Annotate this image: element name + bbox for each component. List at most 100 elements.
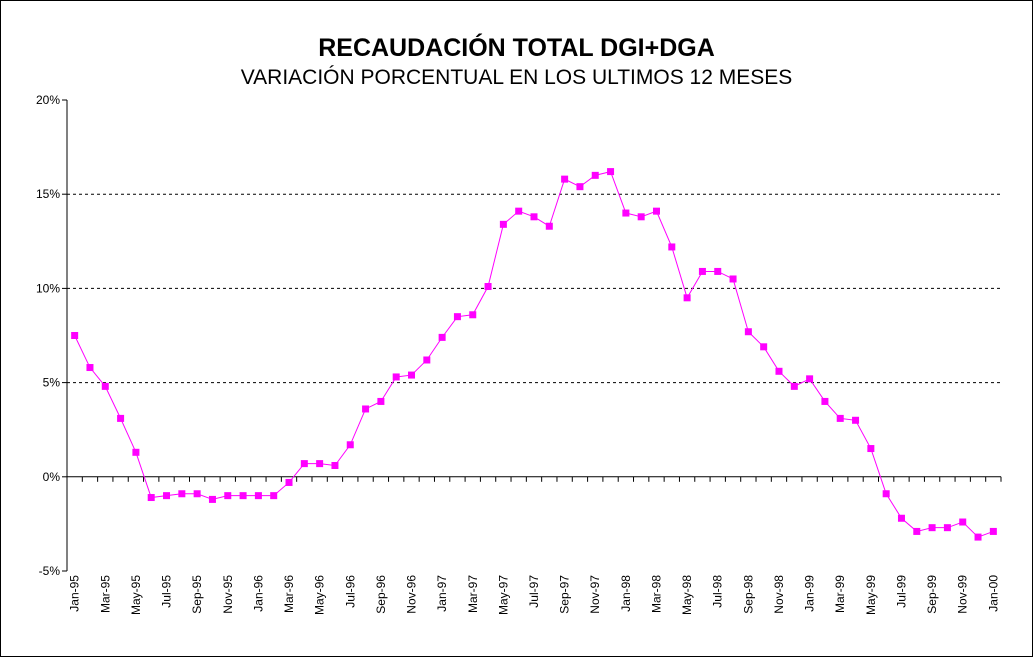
x-tick-label: Nov-99 xyxy=(956,575,970,614)
series-line-path xyxy=(74,170,994,538)
x-axis-tick-labels: Jan-95 Mar-95 May-95 Jul-95 Sep-95 Nov-95 Jan-… xyxy=(68,575,1001,615)
series-line xyxy=(74,170,994,538)
axes xyxy=(62,99,1002,572)
x-tick-label: Jan-98 xyxy=(619,575,633,612)
x-tick-label: Mar-98 xyxy=(649,575,663,613)
data-point xyxy=(897,514,905,522)
data-point xyxy=(499,220,507,228)
x-tick-label: May-98 xyxy=(680,575,694,615)
x-tick-label: Jan-95 xyxy=(68,575,82,612)
data-point xyxy=(377,397,385,405)
data-point xyxy=(852,416,860,424)
x-tick-label: Jul-98 xyxy=(711,575,725,608)
data-point xyxy=(285,478,293,486)
y-tick-label: 0% xyxy=(43,470,61,484)
data-point xyxy=(224,492,232,500)
data-point xyxy=(668,243,676,251)
chart-subtitle: VARIACIÓN PORCENTUAL EN LOS ULTIMOS 12 M… xyxy=(240,66,793,89)
x-tick-label: Jan-99 xyxy=(803,575,817,612)
y-tick-label: 10% xyxy=(36,281,60,295)
data-point xyxy=(867,445,875,453)
x-tick-label: Nov-98 xyxy=(772,575,786,614)
data-point xyxy=(683,294,691,302)
data-point xyxy=(545,222,553,230)
data-point xyxy=(943,524,951,532)
x-tick-label: Jul-96 xyxy=(343,575,357,608)
x-tick-label: Jul-99 xyxy=(894,575,908,608)
data-point xyxy=(698,267,706,275)
data-point xyxy=(637,213,645,221)
data-point xyxy=(178,490,186,498)
y-axis-tick-labels: -5% 0% 5% 10% 15% 20% xyxy=(36,93,60,578)
data-point xyxy=(515,207,523,215)
x-tick-label: Mar-99 xyxy=(833,575,847,613)
x-tick-label: May-97 xyxy=(496,575,510,615)
data-point xyxy=(959,518,967,526)
x-tick-label: Jan-96 xyxy=(251,575,265,612)
data-point xyxy=(714,267,722,275)
data-point xyxy=(744,328,752,336)
data-point xyxy=(928,524,936,532)
x-tick-label: Sep-96 xyxy=(374,575,388,614)
y-tick-label: 5% xyxy=(43,376,61,390)
data-point xyxy=(775,367,783,375)
data-point xyxy=(453,313,461,321)
data-point xyxy=(576,183,584,191)
x-tick-label: Jul-97 xyxy=(527,575,541,608)
series-markers xyxy=(71,168,997,541)
x-tick-label: Mar-96 xyxy=(282,575,296,613)
data-point xyxy=(300,460,308,468)
data-point xyxy=(254,492,262,500)
data-point xyxy=(530,213,538,221)
data-point xyxy=(622,209,630,217)
data-point xyxy=(821,397,829,405)
data-point xyxy=(71,332,79,339)
x-tick-label: Mar-97 xyxy=(466,575,480,613)
x-tick-label: Sep-97 xyxy=(558,575,572,614)
gridlines xyxy=(67,193,1001,384)
data-point xyxy=(193,490,201,498)
data-point xyxy=(316,460,324,468)
x-tick-label: Jul-95 xyxy=(160,575,174,608)
data-point xyxy=(101,382,109,390)
data-point xyxy=(132,448,140,456)
data-point xyxy=(208,495,216,503)
chart-title: RECAUDACIÓN TOTAL DGI+DGA xyxy=(318,34,715,62)
x-tick-label: Jan-00 xyxy=(986,575,1000,612)
data-point xyxy=(882,490,890,498)
data-point xyxy=(147,494,155,502)
y-tick-label: 20% xyxy=(36,93,60,107)
data-point xyxy=(760,343,768,351)
data-point xyxy=(86,364,94,372)
data-point xyxy=(469,311,477,319)
x-tick-label: Mar-95 xyxy=(98,575,112,613)
data-point xyxy=(239,492,247,500)
x-tick-label: Sep-98 xyxy=(741,575,755,614)
x-tick-label: May-96 xyxy=(313,575,327,615)
data-point xyxy=(392,373,400,381)
data-point xyxy=(362,405,370,413)
data-point xyxy=(790,382,798,390)
data-point xyxy=(607,168,615,176)
x-tick-label: Jan-97 xyxy=(435,575,449,612)
data-point xyxy=(484,283,492,291)
data-point xyxy=(408,371,416,379)
data-point xyxy=(423,356,431,364)
data-point xyxy=(163,492,171,500)
x-tick-label: May-99 xyxy=(864,575,878,615)
x-tick-label: Nov-96 xyxy=(405,575,419,614)
x-tick-label: Sep-95 xyxy=(190,575,204,614)
x-tick-label: Sep-99 xyxy=(925,575,939,614)
x-tick-label: Nov-95 xyxy=(221,575,235,614)
data-point xyxy=(561,175,569,183)
data-point xyxy=(331,461,339,469)
y-tick-label: 15% xyxy=(36,187,60,201)
data-point xyxy=(591,171,599,179)
data-point xyxy=(729,275,737,283)
data-point xyxy=(913,527,921,535)
x-tick-label: May-95 xyxy=(129,575,143,615)
data-point xyxy=(836,414,844,422)
data-point xyxy=(974,533,982,541)
